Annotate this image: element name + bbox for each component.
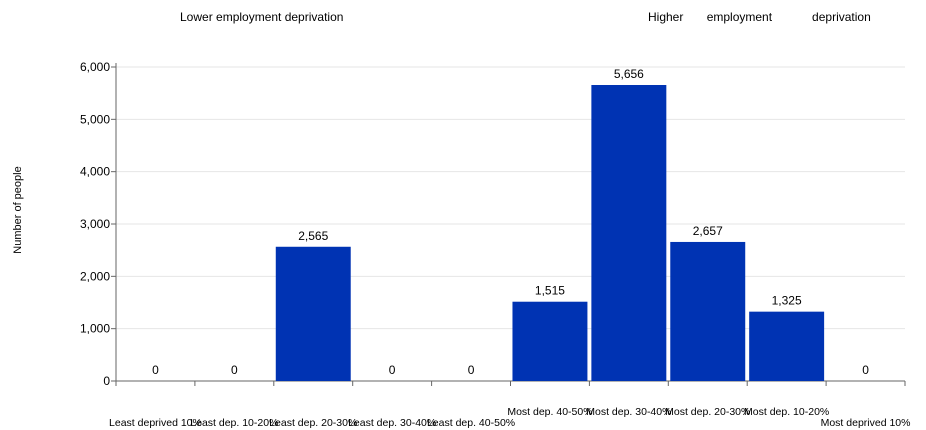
data-labels: 0 0 2,565 0 0 1,515 5,656 2,657 1,325 0	[152, 67, 869, 377]
data-label: 0	[862, 363, 869, 377]
category-label: Most dep. 10-20%	[744, 406, 829, 418]
y-tick-label: 1,000	[80, 322, 110, 336]
bar	[670, 241, 746, 381]
category-label: Least dep. 30-40%	[348, 417, 436, 429]
data-label: 0	[389, 363, 396, 377]
category-label: Most deprived 10%	[821, 417, 911, 429]
category-label: Least deprived 10%	[109, 417, 202, 429]
bar	[275, 246, 351, 381]
data-label: 0	[152, 363, 159, 377]
category-label: Most dep. 40-50%	[507, 406, 592, 418]
category-labels: Least deprived 10%Least dep. 10-20%Least…	[109, 406, 910, 429]
bar	[749, 311, 825, 381]
axes: 0 1,000 2,000 3,000 4,000 5,000 6,000	[80, 60, 906, 388]
y-tick-label: 0	[103, 374, 110, 388]
data-label: 2,565	[298, 229, 328, 243]
bar	[512, 301, 588, 381]
data-label: 0	[468, 363, 475, 377]
data-label: 1,325	[772, 294, 802, 308]
category-label: Least dep. 40-50%	[427, 417, 515, 429]
y-tick-label: 6,000	[80, 60, 110, 74]
y-tick-label: 2,000	[80, 269, 110, 283]
y-tick-label: 4,000	[80, 165, 110, 179]
y-tick-label: 5,000	[80, 112, 110, 126]
category-label: Most dep. 20-30%	[665, 406, 750, 418]
bars	[275, 85, 825, 381]
category-label: Most dep. 30-40%	[586, 406, 671, 418]
category-label: Least dep. 20-30%	[269, 417, 357, 429]
data-label: 2,657	[693, 224, 723, 238]
bar	[591, 85, 667, 381]
data-label: 1,515	[535, 284, 565, 298]
category-label: Least dep. 10-20%	[190, 417, 278, 429]
grid-lines	[116, 66, 905, 330]
data-label: 0	[231, 363, 238, 377]
higher-deprivation-label: Higher employment deprivation	[648, 10, 871, 24]
lower-deprivation-label: Lower employment deprivation	[180, 10, 344, 24]
data-label: 5,656	[614, 67, 644, 81]
y-tick-label: 3,000	[80, 217, 110, 231]
